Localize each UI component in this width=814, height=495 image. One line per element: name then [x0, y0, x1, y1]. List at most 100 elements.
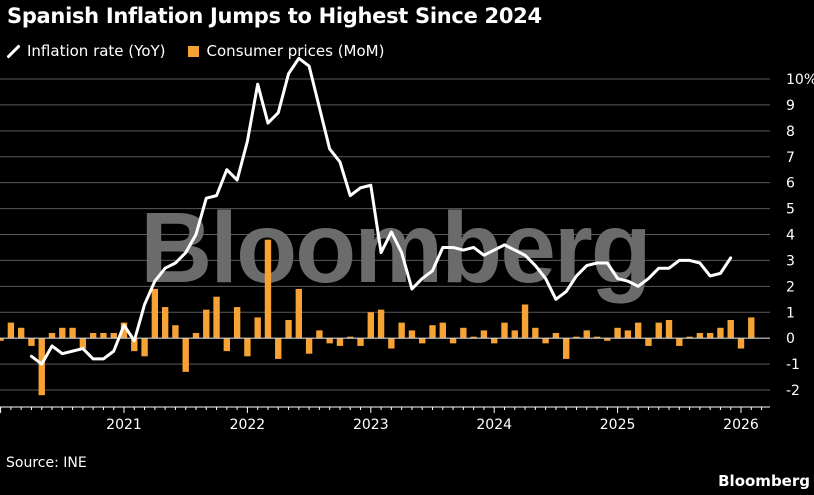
bar [491, 338, 498, 344]
y-tick-label: 10% [786, 72, 814, 88]
bar [172, 325, 179, 339]
bar [336, 338, 344, 346]
bar [223, 338, 231, 352]
bar [480, 330, 488, 339]
bar [686, 336, 693, 339]
bar [264, 239, 272, 339]
bar [748, 317, 755, 339]
bar [17, 327, 25, 339]
bar [593, 336, 601, 339]
y-tick-label: -2 [786, 383, 800, 399]
bar [213, 296, 220, 339]
watermark-text: Bloomberg [140, 192, 650, 304]
bar-swatch-icon [187, 45, 199, 57]
bar [449, 338, 457, 344]
bar [460, 327, 467, 339]
bar [532, 327, 539, 339]
bar [347, 336, 354, 339]
bar [0, 338, 4, 341]
bar [233, 307, 241, 339]
bar-series [0, 239, 755, 396]
bar [583, 330, 590, 339]
x-tick-label: 2022 [230, 417, 266, 433]
bar [470, 336, 477, 339]
bar [295, 288, 303, 339]
bar [665, 320, 673, 339]
x-tick-label: 2023 [353, 417, 389, 433]
bar [203, 309, 210, 339]
bar [48, 332, 56, 339]
legend-line-label: Inflation rate (YoY) [27, 42, 166, 60]
bar [151, 288, 159, 339]
bar [254, 317, 261, 339]
bar [573, 336, 580, 339]
x-tick-label: 2024 [476, 417, 512, 433]
bar [727, 320, 734, 339]
bar [429, 325, 436, 339]
bar [706, 332, 714, 339]
bar [79, 338, 87, 349]
source-note: Source: INE [6, 455, 87, 471]
bar [737, 338, 745, 349]
bar [316, 330, 323, 339]
y-tick-label: 4 [786, 228, 795, 244]
legend-item-line: Inflation rate (YoY) [6, 42, 166, 60]
x-axis: 2021 2022 2023 2024 2025 2026 [0, 406, 770, 433]
legend-item-bar: Consumer prices (MoM) [187, 42, 385, 60]
chart-title: Spanish Inflation Jumps to Highest Since… [7, 4, 542, 28]
bar [275, 338, 282, 359]
bar [408, 330, 416, 339]
bar [676, 338, 683, 346]
bar [398, 322, 405, 339]
bar [89, 332, 97, 339]
x-tick-label: 2025 [600, 417, 636, 433]
y-tick-label: 5 [786, 202, 795, 218]
y-tick-label: 2 [786, 279, 795, 295]
bar [305, 338, 313, 354]
y-tick-label: 8 [786, 124, 795, 140]
x-tick-label: 2026 [723, 417, 759, 433]
bar [110, 332, 117, 339]
y-tick-label: 1 [786, 305, 795, 321]
y-tick-label: 0 [786, 331, 795, 347]
inflation-line [29, 56, 733, 366]
y-tick-label: 9 [786, 98, 795, 114]
bar [419, 338, 426, 344]
bar [614, 327, 621, 339]
brand-logo: Bloomberg [718, 472, 810, 490]
bar [141, 338, 148, 357]
bar [604, 338, 611, 341]
bar [367, 312, 374, 339]
bar [521, 304, 529, 339]
bar [696, 332, 704, 339]
bar [192, 332, 200, 339]
bar [645, 338, 652, 346]
y-tick-label: -1 [786, 357, 800, 373]
bar [377, 309, 385, 339]
bar [28, 338, 35, 346]
bar [182, 338, 189, 372]
bar [439, 322, 446, 339]
bar [357, 338, 364, 346]
bar [131, 338, 138, 352]
x-tick-label: 2021 [106, 417, 142, 433]
bar [655, 322, 662, 339]
line-series [29, 56, 733, 366]
bar [624, 330, 632, 339]
bar [285, 320, 292, 339]
legend-bar-label: Consumer prices (MoM) [206, 42, 385, 60]
bar [100, 332, 107, 339]
y-tick-label: 7 [786, 150, 795, 166]
bar [563, 338, 570, 359]
bar [511, 330, 518, 339]
bar [552, 332, 560, 339]
y-axis: -2 -1 0 1 2 3 4 5 6 7 8 9 10% [786, 72, 814, 399]
bar [7, 322, 15, 339]
bar [542, 338, 549, 344]
bar [69, 327, 76, 339]
y-tick-label: 6 [786, 176, 795, 192]
bar [59, 327, 66, 339]
bar [717, 327, 724, 339]
gridlines [0, 78, 770, 391]
bar [120, 322, 128, 339]
